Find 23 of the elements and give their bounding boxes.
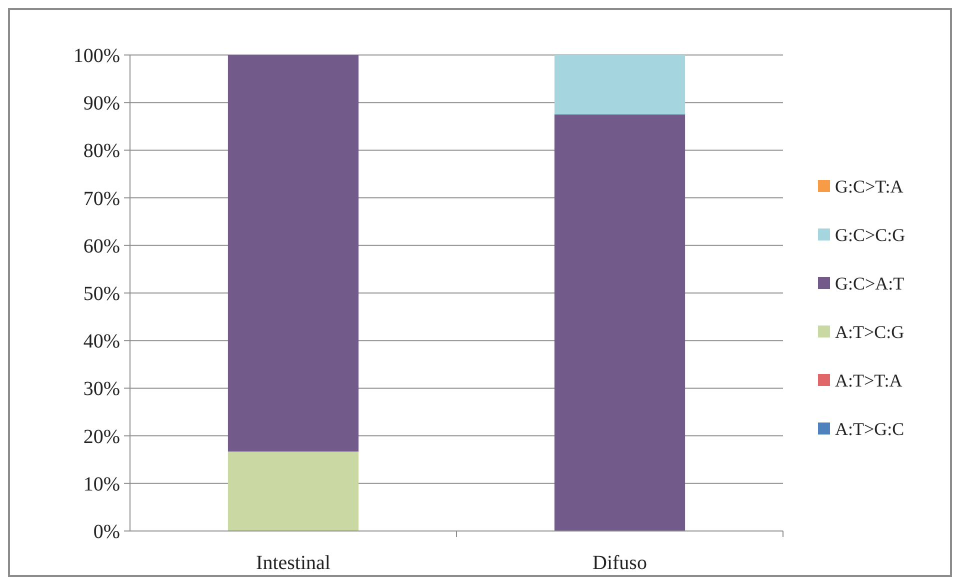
y-tick-label: 40%	[83, 330, 120, 353]
bar	[228, 452, 359, 531]
y-tick-label: 20%	[83, 426, 120, 448]
y-tick-label: 50%	[83, 283, 120, 305]
bar	[554, 114, 686, 531]
y-tick-label: 90%	[83, 92, 120, 115]
legend-label: G:C>C:G	[835, 224, 906, 245]
bar	[554, 55, 686, 114]
legend-label: A:T>G:C	[835, 418, 904, 439]
legend-label: G:C>A:T	[835, 273, 904, 294]
legend-label: A:T>T:A	[835, 370, 902, 390]
x-tick-label: Difuso	[592, 552, 647, 574]
y-tick-label: 30%	[83, 378, 120, 400]
y-tick-label: 60%	[83, 235, 120, 258]
legend-label: G:C>T:A	[835, 176, 904, 196]
y-tick-label: 10%	[83, 473, 120, 496]
y-tick-label: 70%	[83, 188, 120, 210]
y-tick-label: 100%	[73, 45, 120, 67]
y-tick-label: 0%	[93, 521, 120, 543]
x-tick-label: Intestinal	[256, 552, 331, 574]
y-tick-label: 80%	[83, 140, 120, 162]
legend-label: A:T>C:G	[835, 322, 904, 342]
bar	[228, 55, 359, 452]
